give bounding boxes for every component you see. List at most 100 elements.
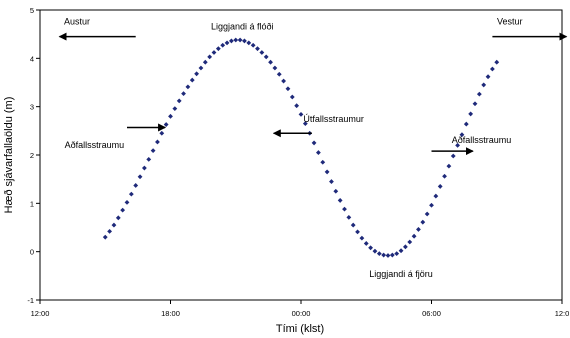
data-point bbox=[242, 38, 247, 44]
data-point bbox=[316, 150, 321, 155]
data-point bbox=[389, 252, 395, 258]
y-tick-label: 5 bbox=[30, 6, 34, 15]
data-point bbox=[133, 183, 139, 188]
plot-area-frame bbox=[39, 9, 563, 301]
annotation-label: Aðfallsstraumu bbox=[452, 135, 512, 145]
data-point bbox=[142, 165, 147, 171]
data-point bbox=[376, 251, 382, 256]
x-axis-ticks: 12:00 18:00 00:00 06:00 12:0 bbox=[31, 300, 569, 318]
data-point bbox=[102, 234, 108, 240]
data-point bbox=[329, 179, 334, 184]
y-tick-label: 1 bbox=[30, 199, 34, 208]
y-axis-ticks: -1 0 1 2 3 4 5 bbox=[27, 6, 40, 305]
data-point bbox=[181, 91, 186, 97]
data-point bbox=[394, 251, 400, 256]
annotations: Austur Vestur Liggjandi á flóði Aðfallsstra… bbox=[58, 17, 568, 279]
x-tick-label: 06:00 bbox=[422, 309, 441, 318]
data-point bbox=[359, 235, 365, 241]
data-point bbox=[176, 98, 182, 104]
data-point bbox=[342, 206, 347, 212]
data-point bbox=[281, 78, 286, 84]
data-point bbox=[194, 71, 199, 77]
data-point bbox=[172, 106, 178, 111]
data-point bbox=[185, 84, 191, 90]
annotation-label: Liggjandi á flóði bbox=[211, 21, 274, 31]
data-point bbox=[494, 59, 500, 65]
data-point bbox=[168, 113, 173, 119]
data-point bbox=[107, 228, 112, 234]
data-point bbox=[250, 42, 256, 48]
data-point bbox=[115, 215, 121, 221]
y-axis-title: Hæð sjávarfallaöldu (m) bbox=[3, 97, 15, 214]
data-point bbox=[437, 184, 443, 189]
data-point bbox=[259, 50, 265, 55]
annotation-label: Liggjandi á fjöru bbox=[369, 269, 433, 279]
x-tick-label: 12:00 bbox=[31, 309, 50, 318]
data-point bbox=[215, 46, 221, 52]
data-point bbox=[246, 40, 252, 46]
x-tick-label: 18:00 bbox=[161, 309, 180, 318]
data-point bbox=[146, 156, 152, 162]
data-point bbox=[416, 227, 421, 232]
data-point bbox=[333, 188, 339, 194]
data-point bbox=[429, 202, 434, 208]
data-point bbox=[385, 253, 391, 258]
data-points bbox=[102, 37, 500, 258]
data-point bbox=[411, 233, 417, 239]
data-point bbox=[463, 121, 469, 127]
data-point bbox=[476, 91, 482, 97]
data-point bbox=[485, 74, 491, 80]
data-point bbox=[224, 40, 230, 46]
data-point bbox=[159, 130, 165, 136]
data-point bbox=[346, 214, 352, 220]
data-point bbox=[229, 38, 234, 44]
data-point bbox=[311, 140, 317, 146]
data-point bbox=[220, 42, 226, 48]
x-tick-label: 00:00 bbox=[292, 309, 311, 318]
data-point bbox=[294, 103, 300, 109]
data-point bbox=[137, 174, 143, 180]
annotation-label: Vestur bbox=[497, 17, 523, 27]
data-point bbox=[124, 199, 130, 205]
y-tick-label: -1 bbox=[27, 296, 34, 305]
data-point bbox=[189, 77, 195, 83]
data-point bbox=[211, 50, 217, 55]
annotation-label: Aðfallsstraumu bbox=[65, 140, 125, 150]
data-point bbox=[268, 59, 273, 65]
data-point bbox=[433, 193, 439, 199]
data-point bbox=[320, 159, 326, 165]
data-point bbox=[237, 37, 243, 43]
y-tick-label: 0 bbox=[30, 248, 34, 257]
data-point bbox=[302, 121, 308, 126]
data-point bbox=[289, 94, 295, 100]
data-point bbox=[407, 239, 413, 245]
data-point bbox=[468, 111, 474, 117]
data-point bbox=[198, 65, 204, 71]
data-point bbox=[368, 245, 373, 251]
data-point bbox=[446, 163, 452, 169]
data-point bbox=[120, 207, 126, 213]
annotation-label: Útfallsstraumur bbox=[303, 114, 364, 124]
data-point bbox=[263, 54, 269, 60]
data-point bbox=[420, 219, 426, 225]
data-point bbox=[398, 248, 404, 254]
data-point bbox=[111, 222, 117, 228]
data-point bbox=[155, 139, 160, 145]
data-point bbox=[163, 122, 169, 127]
data-point bbox=[424, 211, 430, 217]
annotation-label: Austur bbox=[64, 17, 90, 27]
data-point bbox=[128, 191, 134, 197]
data-point bbox=[459, 132, 465, 138]
data-point bbox=[372, 248, 378, 254]
data-point bbox=[355, 229, 360, 235]
data-point bbox=[276, 71, 282, 77]
data-point bbox=[381, 252, 387, 258]
data-point bbox=[442, 173, 447, 179]
data-point bbox=[472, 101, 478, 107]
y-tick-label: 2 bbox=[30, 151, 34, 160]
x-axis-title: Tími (klst) bbox=[276, 323, 324, 335]
data-point bbox=[455, 142, 460, 148]
data-point bbox=[450, 153, 456, 159]
data-point bbox=[207, 54, 213, 60]
data-point bbox=[490, 66, 495, 72]
